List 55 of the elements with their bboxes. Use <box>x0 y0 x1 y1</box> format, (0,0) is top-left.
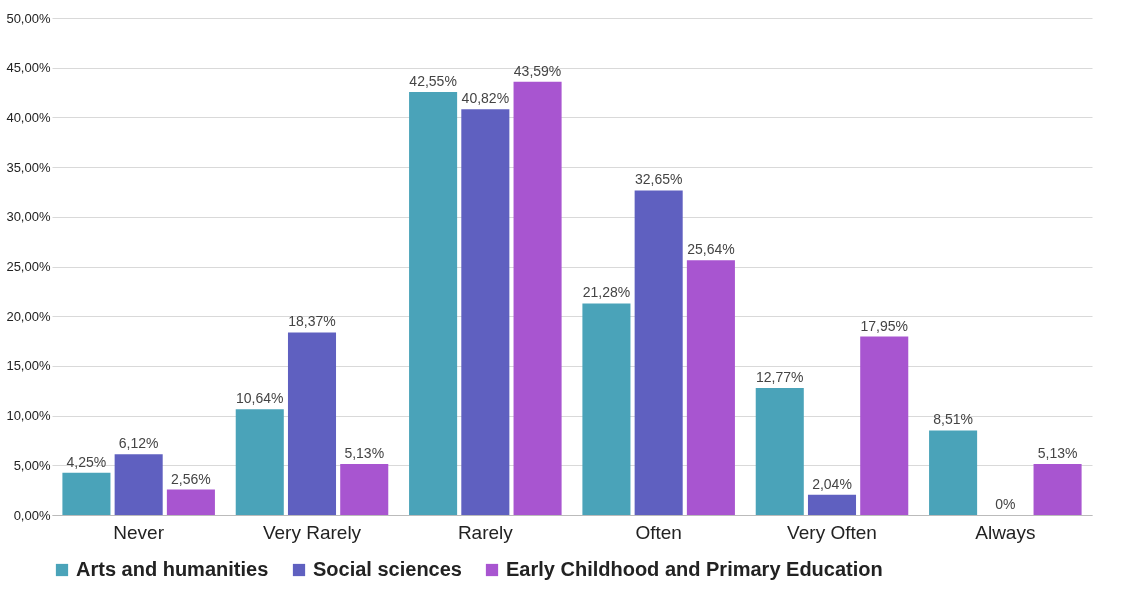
legend-label: Arts and humanities <box>76 558 269 580</box>
x-tick-label: Rarely <box>457 521 514 543</box>
bar <box>1033 464 1082 515</box>
data-label: 2,04% <box>812 475 852 492</box>
y-tick-label: 10,00% <box>6 408 51 424</box>
data-label: 6,12% <box>118 435 159 452</box>
legend-label: Social sciences <box>313 558 462 580</box>
data-label: 32,65% <box>634 171 683 188</box>
data-label: 2,56% <box>171 470 211 487</box>
y-tick-label: 30,00% <box>6 209 51 225</box>
y-tick-label: 25,00% <box>6 259 51 274</box>
bar <box>340 464 389 515</box>
bar <box>114 454 163 515</box>
x-tick-label: Always <box>975 521 1036 543</box>
bar <box>582 303 631 515</box>
bar <box>513 81 562 515</box>
y-tick-label: 40,00% <box>6 109 51 125</box>
bar <box>807 494 857 515</box>
x-tick-label: Never <box>113 521 165 543</box>
data-label: 8,51% <box>933 411 973 428</box>
data-label: 17,95% <box>860 317 908 334</box>
data-label: 25,64% <box>687 241 735 258</box>
y-tick-label: 20,00% <box>6 308 51 324</box>
bar <box>409 92 458 515</box>
y-tick-label: 15,00% <box>6 358 51 374</box>
bar <box>235 409 284 515</box>
y-tick-label: 35,00% <box>6 159 51 175</box>
bar <box>166 489 215 515</box>
y-tick-label: 5,00% <box>13 457 51 473</box>
data-label: 10,64% <box>236 390 284 407</box>
data-label: 43,59% <box>513 62 562 79</box>
bar <box>686 260 735 515</box>
data-label: 0% <box>995 496 1016 512</box>
data-label: 5,13% <box>1037 445 1078 462</box>
x-tick-label: Often <box>635 521 682 543</box>
data-label: 4,25% <box>66 453 107 470</box>
x-tick-label: Very Often <box>787 521 877 543</box>
bar <box>860 336 909 515</box>
y-tick-label: 45,00% <box>6 60 51 76</box>
bar <box>62 472 111 515</box>
data-label: 12,77% <box>756 369 804 386</box>
y-tick-label: 0,00% <box>13 507 51 523</box>
bar <box>929 430 978 515</box>
y-tick-label: 50,00% <box>6 10 51 26</box>
bar <box>461 109 510 515</box>
data-label: 18,37% <box>288 313 336 330</box>
x-tick-label: Very Rarely <box>262 521 362 543</box>
legend-label: Early Childhood and Primary Education <box>506 558 883 580</box>
data-label: 42,55% <box>409 73 457 90</box>
data-label: 5,13% <box>344 445 385 462</box>
bar <box>755 388 804 515</box>
bar <box>634 190 683 515</box>
data-label: 40,82% <box>461 90 510 107</box>
data-label: 21,28% <box>582 284 631 301</box>
bar <box>287 332 337 515</box>
